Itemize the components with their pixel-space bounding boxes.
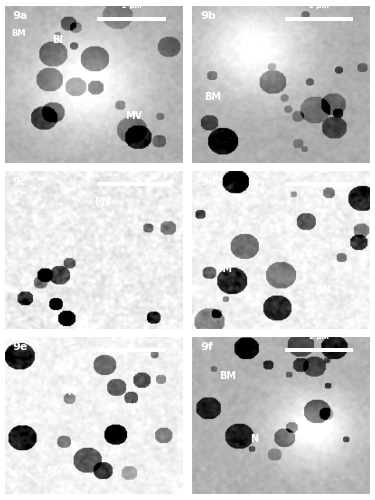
Text: BM: BM [126,403,141,412]
Text: 2 µm: 2 µm [309,334,329,340]
Text: N: N [322,285,330,295]
FancyBboxPatch shape [98,182,166,186]
FancyBboxPatch shape [285,348,353,352]
Text: 9d: 9d [200,176,216,186]
Text: BI: BI [226,222,236,230]
Text: 2 µm: 2 µm [309,168,329,174]
Text: 9c: 9c [13,176,27,186]
Text: MV: MV [94,198,111,207]
Text: 9b: 9b [200,11,216,21]
Text: MV: MV [46,466,63,476]
Text: 2 µm: 2 µm [122,3,142,9]
FancyBboxPatch shape [98,17,166,21]
Text: BI: BI [53,35,63,45]
Text: N: N [250,434,258,444]
Text: M: M [309,430,318,440]
Text: BM: BM [219,370,236,380]
Text: 2 µm: 2 µm [122,168,142,174]
Text: BM: BM [204,92,221,102]
Text: BM: BM [215,264,232,274]
Text: 9e: 9e [13,342,28,352]
Text: 2 µm: 2 µm [309,3,329,9]
Text: M: M [80,72,90,82]
Text: 9a: 9a [13,11,28,21]
Text: MV: MV [125,112,142,122]
FancyBboxPatch shape [285,17,353,21]
Text: BM: BM [11,29,26,38]
Text: M: M [68,386,77,396]
FancyBboxPatch shape [285,182,353,186]
Text: 9f: 9f [200,342,213,352]
Text: 2 µm: 2 µm [122,334,142,340]
FancyBboxPatch shape [98,348,166,352]
